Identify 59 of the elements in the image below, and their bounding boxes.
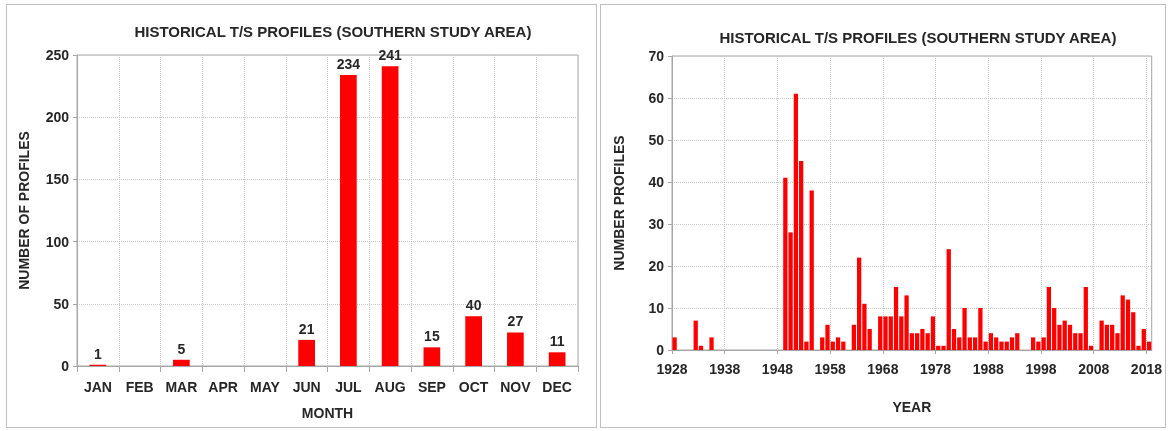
x-tick-label: 1958: [814, 361, 846, 377]
y-tick-label: 250: [45, 47, 70, 63]
y-axis-title: NUMBER PROFILES: [611, 135, 627, 271]
x-tick-label: SEP: [417, 379, 446, 395]
y-tick-label: 150: [45, 171, 70, 188]
x-tick-label: 1968: [867, 361, 899, 377]
y-axis-title: NUMBER OF PROFILES: [16, 131, 32, 290]
data-label: 15: [424, 328, 440, 345]
bar: [298, 339, 315, 366]
y-tick-label: 200: [45, 109, 70, 126]
data-label: 11: [549, 333, 565, 350]
bar: [340, 74, 357, 366]
x-tick-label: 1948: [761, 361, 794, 377]
bar: [507, 332, 524, 366]
chart-title: HISTORICAL T/S PROFILES (SOUTHERN STUDY AREA): [719, 29, 1117, 46]
x-tick-label: 2018: [1130, 361, 1163, 377]
y-tick-label: 70: [648, 48, 665, 64]
bar: [381, 66, 399, 366]
data-label: 1: [93, 345, 102, 362]
x-tick-label: AUG: [374, 379, 406, 395]
x-tick-label: NOV: [500, 379, 532, 395]
y-tick-label: 50: [648, 132, 665, 148]
x-tick-label: FEB: [125, 379, 154, 395]
bar: [423, 347, 441, 366]
x-tick-label: 1998: [1025, 361, 1057, 377]
x-axis-title: MONTH: [301, 405, 354, 421]
x-tick-label: 1978: [919, 361, 952, 377]
data-label: 27: [507, 313, 524, 330]
data-label: 5: [177, 340, 186, 357]
bar: [465, 316, 482, 366]
x-tick-label: MAY: [249, 379, 281, 395]
y-tick-label: 40: [648, 174, 665, 190]
y-tick-label: 10: [648, 300, 665, 316]
x-tick-label: OCT: [458, 379, 489, 395]
x-tick-label: 2008: [1078, 361, 1110, 377]
data-label: 241: [378, 47, 403, 64]
x-tick-label: JUN: [292, 379, 321, 395]
x-tick-label: JAN: [83, 379, 112, 395]
y-tick-label: 0: [656, 342, 665, 358]
x-tick-label: APR: [208, 379, 238, 395]
bar: [173, 359, 190, 366]
data-label: 21: [298, 320, 315, 337]
data-label: 234: [336, 55, 361, 72]
y-tick-label: 0: [61, 358, 70, 374]
x-tick-label: 1938: [709, 361, 741, 377]
x-tick-label: DEC: [542, 379, 572, 395]
x-axis-title: YEAR: [892, 399, 932, 415]
y-tick-label: 30: [648, 216, 665, 232]
y-tick-label: 100: [45, 233, 70, 250]
x-tick-label: JUL: [335, 379, 363, 395]
x-tick-label: 1988: [972, 361, 1005, 377]
y-tick-label: 60: [648, 90, 665, 106]
x-tick-label: MAR: [165, 379, 198, 395]
data-label: 40: [465, 297, 482, 314]
x-tick-label: 1928: [656, 361, 688, 377]
chart-title: HISTORICAL T/S PROFILES (SOUTHERN STUDY AREA): [134, 23, 532, 40]
bar: [548, 352, 566, 366]
y-tick-label: 20: [648, 258, 665, 274]
y-tick-label: 50: [53, 295, 70, 312]
